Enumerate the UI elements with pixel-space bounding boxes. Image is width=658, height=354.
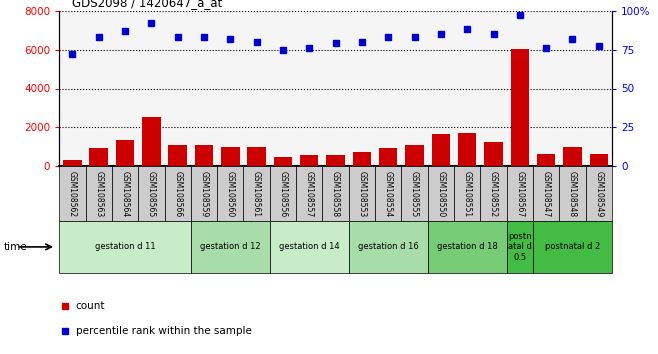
Bar bbox=[322, 166, 349, 221]
Text: GSM108557: GSM108557 bbox=[305, 171, 314, 217]
Bar bbox=[191, 166, 217, 221]
Text: GSM108547: GSM108547 bbox=[542, 171, 551, 217]
Bar bbox=[142, 117, 161, 166]
Text: GSM108549: GSM108549 bbox=[594, 171, 603, 217]
Bar bbox=[484, 142, 503, 166]
Bar bbox=[270, 166, 296, 221]
Bar bbox=[138, 166, 164, 221]
Bar bbox=[349, 221, 428, 273]
Bar bbox=[221, 147, 240, 166]
Bar bbox=[168, 145, 187, 166]
Bar bbox=[164, 166, 191, 221]
Bar bbox=[243, 166, 270, 221]
Text: GSM108551: GSM108551 bbox=[463, 171, 472, 217]
Bar bbox=[247, 147, 266, 166]
Bar bbox=[432, 134, 450, 166]
Bar bbox=[533, 221, 612, 273]
Text: count: count bbox=[76, 301, 105, 310]
Bar bbox=[428, 166, 454, 221]
Text: GSM108554: GSM108554 bbox=[384, 171, 393, 217]
Bar bbox=[480, 166, 507, 221]
Bar bbox=[401, 166, 428, 221]
Bar bbox=[217, 166, 243, 221]
Text: GSM108553: GSM108553 bbox=[357, 171, 367, 217]
Text: GSM108564: GSM108564 bbox=[120, 171, 130, 217]
Text: time: time bbox=[3, 242, 27, 252]
Bar bbox=[326, 155, 345, 166]
Bar bbox=[86, 166, 112, 221]
Text: gestation d 16: gestation d 16 bbox=[358, 242, 418, 251]
Bar bbox=[586, 166, 612, 221]
Bar bbox=[533, 166, 559, 221]
Bar bbox=[270, 221, 349, 273]
Bar bbox=[296, 166, 322, 221]
Bar bbox=[511, 48, 529, 166]
Bar bbox=[353, 152, 371, 166]
Bar bbox=[59, 166, 86, 221]
Bar bbox=[563, 147, 582, 166]
Bar bbox=[274, 156, 292, 166]
Text: GSM108566: GSM108566 bbox=[173, 171, 182, 217]
Bar bbox=[89, 148, 108, 166]
Text: GSM108558: GSM108558 bbox=[331, 171, 340, 217]
Text: GSM108561: GSM108561 bbox=[252, 171, 261, 217]
Bar bbox=[458, 133, 476, 166]
Bar bbox=[507, 166, 533, 221]
Text: GDS2098 / 1420647_a_at: GDS2098 / 1420647_a_at bbox=[72, 0, 222, 9]
Text: GSM108555: GSM108555 bbox=[410, 171, 419, 217]
Text: gestation d 11: gestation d 11 bbox=[95, 242, 155, 251]
Text: GSM108562: GSM108562 bbox=[68, 171, 77, 217]
Bar bbox=[300, 155, 318, 166]
Text: gestation d 14: gestation d 14 bbox=[279, 242, 340, 251]
Bar bbox=[349, 166, 375, 221]
Bar bbox=[454, 166, 480, 221]
Text: GSM108560: GSM108560 bbox=[226, 171, 235, 217]
Bar bbox=[559, 166, 586, 221]
Text: GSM108559: GSM108559 bbox=[199, 171, 209, 217]
Bar bbox=[116, 140, 134, 166]
Text: postnatal d 2: postnatal d 2 bbox=[545, 242, 600, 251]
Bar bbox=[112, 166, 138, 221]
Bar bbox=[428, 221, 507, 273]
Text: GSM108548: GSM108548 bbox=[568, 171, 577, 217]
Text: GSM108565: GSM108565 bbox=[147, 171, 156, 217]
Text: GSM108567: GSM108567 bbox=[515, 171, 524, 217]
Bar bbox=[375, 166, 401, 221]
Text: gestation d 12: gestation d 12 bbox=[200, 242, 261, 251]
Bar bbox=[63, 160, 82, 166]
Text: percentile rank within the sample: percentile rank within the sample bbox=[76, 326, 251, 336]
Text: gestation d 18: gestation d 18 bbox=[437, 242, 497, 251]
Bar bbox=[405, 145, 424, 166]
Text: GSM108563: GSM108563 bbox=[94, 171, 103, 217]
Text: GSM108550: GSM108550 bbox=[436, 171, 445, 217]
Bar bbox=[590, 154, 608, 166]
Bar bbox=[195, 145, 213, 166]
Text: GSM108552: GSM108552 bbox=[489, 171, 498, 217]
Bar bbox=[191, 221, 270, 273]
Bar bbox=[59, 221, 191, 273]
Bar bbox=[507, 221, 533, 273]
Text: postn
atal d
0.5: postn atal d 0.5 bbox=[508, 232, 532, 262]
Bar bbox=[379, 148, 397, 166]
Bar bbox=[537, 154, 555, 166]
Text: GSM108556: GSM108556 bbox=[278, 171, 288, 217]
